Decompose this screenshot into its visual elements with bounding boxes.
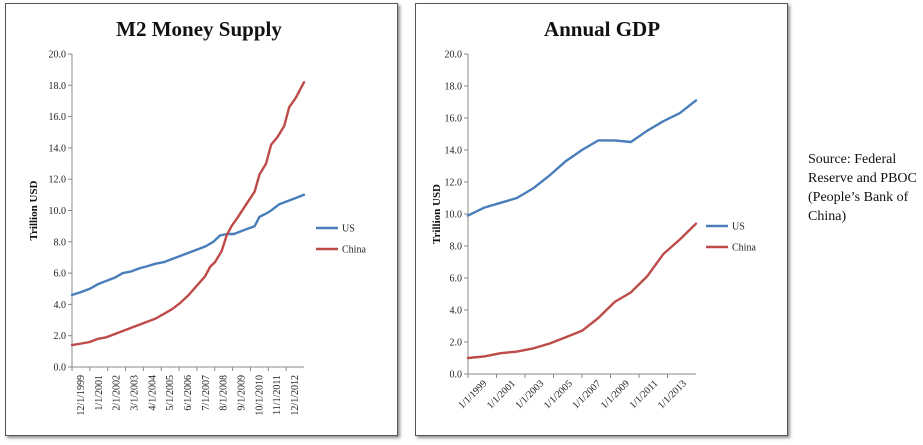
gdp-chart-panel: Annual GDP 0.0 2.0 4.0 6.0 8.0 10.0 12.0 14.0 16.… [415, 3, 788, 436]
legend-label-us: US [342, 224, 355, 235]
x-tick-label: 1/1/2011 [628, 378, 661, 411]
x-tick-label: 2/1/2002 [112, 375, 123, 411]
x-tick-label: 1/1/2001 [94, 375, 105, 411]
x-tick-label: 1/1/2003 [513, 378, 546, 411]
y-tick-label: 8.0 [54, 237, 67, 248]
x-tick-label: 8/1/2008 [219, 375, 230, 411]
x-tick-label: 7/1/2007 [201, 375, 212, 411]
y-tick-label: 20.0 [445, 50, 463, 61]
y-tick-label: 16.0 [445, 114, 463, 125]
y-tick-label: 2.0 [450, 338, 463, 349]
x-tick-label: 11/1/2011 [272, 375, 283, 415]
y-tick-label: 6.0 [54, 269, 67, 280]
y-tick-label: 6.0 [450, 274, 463, 285]
x-tick-label: 1/1/2001 [485, 378, 518, 411]
y-tick-label: 0.0 [54, 363, 67, 374]
x-tick-label: 9/1/2009 [237, 375, 248, 411]
m2-chart: M2 Money Supply 0.0 2.0 4.0 6.0 8.0 10.0 12.0 14… [28, 17, 366, 416]
y-tick-label: 14.0 [49, 143, 67, 154]
y-tick-label: 2.0 [54, 331, 67, 342]
x-tick-label: 3/1/2003 [129, 375, 140, 411]
x-tick-label: 1/1/2013 [656, 378, 689, 411]
x-tick-label: 10/1/2010 [254, 375, 265, 416]
y-tick-label: 18.0 [445, 82, 463, 93]
y-tick-label: 0.0 [450, 370, 463, 381]
y-tick-label: 12.0 [445, 178, 463, 189]
y-tick-label: 18.0 [49, 81, 67, 92]
x-tick-label: 12/1/2012 [290, 375, 301, 416]
source-note: Source: Federal Reserve and PBOC (People… [808, 152, 917, 224]
x-tick-label: 1/1/2005 [542, 378, 575, 411]
y-tick-label: 14.0 [445, 146, 463, 157]
series-line-us [70, 193, 306, 297]
legend-label-china: China [342, 245, 366, 256]
gdp-chart: Annual GDP 0.0 2.0 4.0 6.0 8.0 10.0 12.0 14.0 16.… [431, 17, 756, 411]
y-tick-label: 12.0 [49, 175, 67, 186]
x-tick-label: 4/1/2004 [147, 375, 158, 411]
y-tick-label: 10.0 [49, 206, 67, 217]
m2-chart-panel: M2 Money Supply 0.0 2.0 4.0 6.0 8.0 10.0 12.0 14… [5, 3, 398, 436]
y-tick-label: 16.0 [49, 112, 67, 123]
series-line-china [466, 222, 698, 360]
y-tick-label: 20.0 [49, 50, 67, 61]
x-tick-label: 6/1/2006 [183, 375, 194, 411]
y-tick-label: 4.0 [54, 300, 67, 311]
x-tick-label: 1/1/2009 [599, 378, 632, 411]
x-tick-label: 1/1/1999 [456, 378, 489, 411]
y-axis-label: Trillion USD [431, 184, 443, 244]
x-tick-label: 5/1/2005 [165, 375, 176, 411]
legend-label-us: US [732, 222, 745, 233]
y-tick-label: 4.0 [450, 306, 463, 317]
x-tick-label: 12/1/1999 [76, 375, 87, 416]
chart-title: M2 Money Supply [116, 17, 282, 41]
series-line-china [70, 80, 306, 347]
y-axis-label: Trillion USD [28, 180, 40, 240]
series-line-us [466, 99, 698, 217]
y-tick-label: 8.0 [450, 242, 463, 253]
chart-title: Annual GDP [544, 17, 660, 41]
x-tick-label: 1/1/2007 [570, 378, 603, 411]
y-tick-label: 10.0 [445, 210, 463, 221]
legend-label-china: China [732, 243, 756, 254]
